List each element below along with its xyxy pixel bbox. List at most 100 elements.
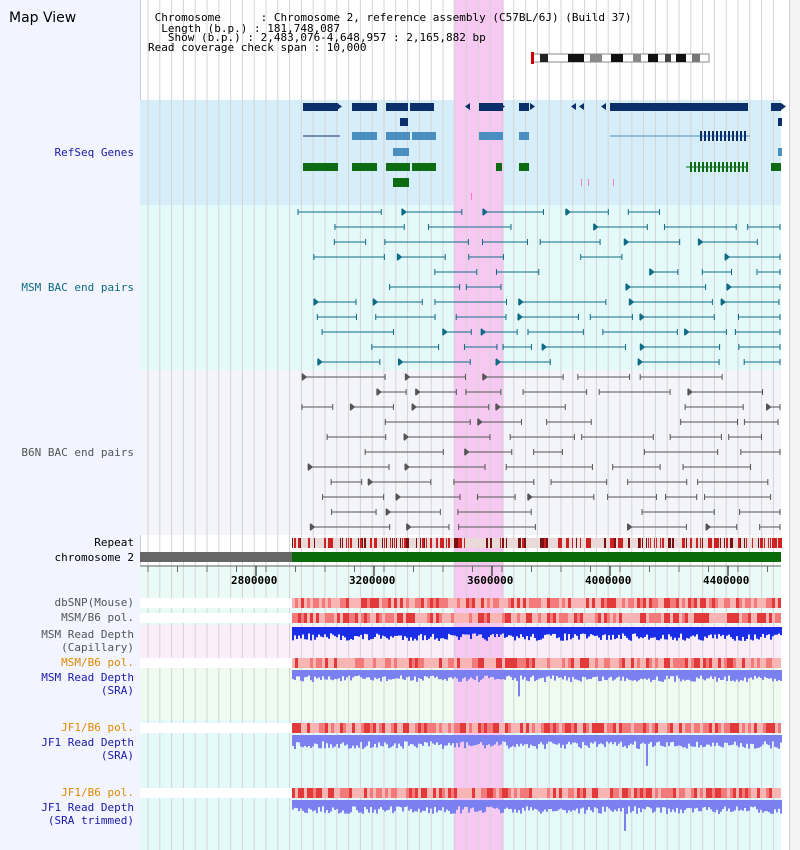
msm-depth-cap-bar	[342, 627, 344, 636]
gene-feature	[303, 163, 338, 171]
msm-depth-sra-bar	[506, 670, 508, 677]
msm-depth-cap-bar	[490, 627, 492, 635]
dbsnp-heat-cell	[436, 598, 439, 608]
msm-b6-pol-heat-cell	[691, 613, 694, 623]
msm-b6-pol-heat-2-cell	[427, 658, 430, 668]
jf1-b6-pol-heat-cell	[649, 723, 652, 733]
gene-feature	[412, 132, 436, 140]
track-label-msm-depth-capillary[interactable]: MSM Read Depth	[41, 628, 134, 641]
jf1-depth-trim-bar	[772, 800, 774, 814]
repeat-mark	[714, 538, 716, 548]
msm-depth-sra-bar	[398, 670, 400, 679]
msm-depth-sra-bar	[428, 670, 430, 679]
dbsnp-heat-cell	[685, 598, 688, 608]
dbsnp-heat-cell	[628, 598, 631, 608]
track-label-b6n-bac[interactable]: B6N BAC end pairs	[21, 446, 134, 459]
msm-bac-pair-arrow	[684, 328, 690, 336]
track-label-jf1-b6-pol-2[interactable]: JF1/B6 pol.	[61, 786, 134, 799]
msm-b6-pol-heat-2-cell	[607, 658, 610, 668]
jf1-b6-pol-heat-cell	[385, 723, 388, 733]
msm-depth-sra-bar	[642, 670, 644, 680]
jf1-depth-trim-bar	[590, 800, 592, 811]
msm-depth-cap-bar	[450, 627, 452, 635]
axis-tick-label: 3600000	[467, 574, 513, 587]
jf1-b6-pol-heat-cell	[346, 723, 349, 733]
jf1-depth-sra-bar	[754, 735, 756, 749]
msm-b6-pol-heat-cell	[745, 613, 748, 623]
gene-exon	[746, 162, 748, 172]
jf1-depth-sra-bar	[532, 735, 534, 747]
jf1-b6-pol-heat-cell	[637, 723, 640, 733]
msm-depth-sra-bar	[324, 670, 326, 680]
jf1-depth-sra-bar	[774, 735, 776, 747]
jf1-depth-trim-bar	[382, 800, 384, 810]
msm-depth-cap-bar	[352, 627, 354, 640]
msm-bac-pair-arrow	[482, 208, 488, 216]
track-label-msm-b6-pol[interactable]: MSM/B6 pol.	[61, 611, 134, 624]
track-label-msm-depth-sra[interactable]: MSM Read Depth	[41, 671, 134, 684]
track-label-jf1-depth-sra[interactable]: JF1 Read Depth	[41, 736, 134, 749]
jf1-b6-pol-heat-2-cell	[376, 788, 379, 798]
dbsnp-heat-cell	[652, 598, 655, 608]
gene-exon	[710, 162, 712, 172]
track-label-refseq-genes[interactable]: RefSeq Genes	[54, 146, 134, 159]
msm-depth-cap-bar	[654, 627, 656, 638]
jf1-b6-pol-heat-2-cell	[655, 788, 658, 798]
track-label-jf1-b6-pol[interactable]: JF1/B6 pol.	[61, 721, 134, 734]
b6n-bac-pair-arrow	[464, 448, 470, 456]
jf1-b6-pol-heat-cell	[322, 723, 325, 733]
msm-depth-cap-bar	[538, 627, 540, 641]
axis-tick-label: 3200000	[349, 574, 395, 587]
msm-depth-sra-bar	[492, 670, 494, 677]
jf1-depth-sra-bar	[544, 735, 546, 749]
jf1-depth-sra-bar	[444, 735, 446, 746]
track-label-msm-b6-pol-2[interactable]: MSM/B6 pol.	[61, 656, 134, 669]
msm-depth-cap-bar	[426, 627, 428, 641]
repeat-mark	[376, 538, 377, 548]
msm-b6-pol-heat-cell	[601, 613, 604, 623]
msm-b6-pol-heat-2-cell	[619, 658, 622, 668]
jf1-depth-trim-bar	[450, 800, 452, 814]
msm-depth-cap-bar	[478, 627, 480, 635]
msm-depth-sra-bar	[742, 670, 744, 681]
track-label-jf1-depth-trimmed[interactable]: JF1 Read Depth	[41, 801, 134, 814]
jf1-b6-pol-heat-cell	[514, 723, 517, 733]
msm-depth-sra-bar	[372, 670, 374, 681]
dbsnp-heat-cell	[550, 598, 553, 608]
jf1-b6-pol-heat-cell	[337, 723, 340, 733]
msm-depth-sra-bar	[658, 670, 660, 681]
jf1-b6-pol-heat-2-cell	[379, 788, 382, 798]
msm-depth-cap-bar	[422, 627, 424, 641]
jf1-b6-pol-heat-cell	[382, 723, 385, 733]
jf1-b6-pol-heat-2-cell	[532, 788, 535, 798]
msm-b6-pol-heat-cell	[433, 613, 436, 623]
gene-strand-arrow	[397, 103, 402, 110]
msm-b6-pol-heat-2-cell	[628, 658, 631, 668]
ideogram-band	[633, 54, 641, 62]
msm-b6-pol-heat-2-cell	[646, 658, 649, 668]
dbsnp-heat-cell	[589, 598, 592, 608]
msm-depth-cap-bar	[388, 627, 390, 640]
jf1-depth-trim-bar	[622, 800, 624, 808]
msm-depth-cap-bar	[758, 627, 760, 640]
jf1-b6-pol-heat-cell	[607, 723, 610, 733]
msm-b6-pol-heat-2-cell	[514, 658, 517, 668]
jf1-depth-sra-bar	[598, 735, 600, 745]
msm-depth-cap-bar	[322, 627, 324, 638]
msm-b6-pol-heat-2-cell	[358, 658, 361, 668]
jf1-b6-pol-heat-2-cell	[688, 788, 691, 798]
jf1-depth-trim-bar	[502, 800, 504, 813]
jf1-depth-sra-bar	[536, 735, 538, 749]
dbsnp-heat-cell	[445, 598, 448, 608]
jf1-depth-trim-bar	[572, 800, 574, 810]
msm-depth-cap-bar	[648, 627, 650, 640]
jf1-depth-sra-bar	[316, 735, 318, 745]
msm-depth-cap-bar	[568, 627, 570, 635]
jf1-b6-pol-heat-cell	[775, 723, 778, 733]
msm-depth-cap-bar	[772, 627, 774, 637]
track-label-dbsnp[interactable]: dbSNP(Mouse)	[54, 596, 134, 609]
track-label-msm-bac[interactable]: MSM BAC end pairs	[21, 281, 134, 294]
jf1-depth-trim-bar	[486, 800, 488, 807]
vertical-scrollbar[interactable]	[789, 0, 800, 850]
